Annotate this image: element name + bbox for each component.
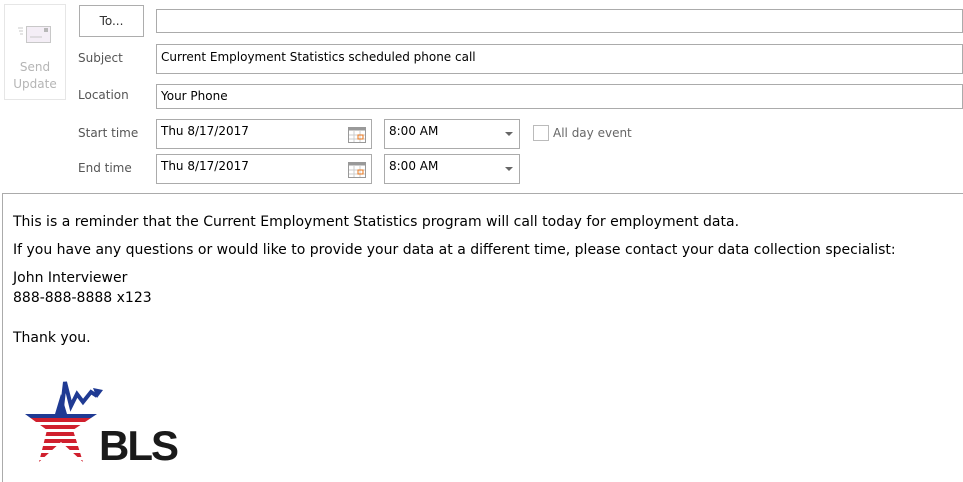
- location-input[interactable]: Your Phone: [156, 84, 963, 109]
- bls-logo-text: BLS: [99, 422, 178, 466]
- calendar-icon[interactable]: [348, 162, 366, 178]
- start-time-label: Start time: [78, 126, 139, 140]
- chevron-down-icon: [505, 167, 513, 171]
- bls-logo: BLS: [25, 381, 180, 466]
- start-time-dropdown[interactable]: 8:00 AM: [384, 119, 520, 149]
- location-label: Location: [78, 88, 129, 102]
- start-time-value: 8:00 AM: [389, 124, 439, 138]
- all-day-label: All day event: [553, 126, 632, 140]
- start-date-input[interactable]: Thu 8/17/2017: [156, 119, 372, 149]
- end-time-label: End time: [78, 161, 132, 175]
- all-day-checkbox[interactable]: [533, 125, 549, 141]
- end-date-input[interactable]: Thu 8/17/2017: [156, 154, 372, 184]
- body-line-1: This is a reminder that the Current Empl…: [13, 214, 740, 230]
- to-input[interactable]: [156, 9, 963, 33]
- body-line-2: If you have any questions or would like …: [13, 242, 896, 258]
- contact-phone: 888-888-8888 x123: [13, 290, 152, 306]
- end-date-value: Thu 8/17/2017: [161, 159, 249, 173]
- contact-name: John Interviewer: [13, 270, 128, 286]
- end-time-dropdown[interactable]: 8:00 AM: [384, 154, 520, 184]
- chevron-down-icon: [505, 132, 513, 136]
- end-time-value: 8:00 AM: [389, 159, 439, 173]
- envelope-icon: [18, 26, 51, 43]
- start-date-value: Thu 8/17/2017: [161, 124, 249, 138]
- message-body[interactable]: This is a reminder that the Current Empl…: [2, 193, 963, 482]
- update-label: Update: [13, 77, 57, 91]
- closing: Thank you.: [13, 330, 91, 346]
- calendar-icon[interactable]: [348, 127, 366, 143]
- subject-label: Subject: [78, 51, 123, 65]
- send-label: Send: [19, 60, 51, 74]
- subject-input[interactable]: Current Employment Statistics scheduled …: [156, 44, 963, 74]
- send-update-button[interactable]: Send Update: [4, 4, 66, 100]
- to-button[interactable]: To...: [79, 5, 144, 37]
